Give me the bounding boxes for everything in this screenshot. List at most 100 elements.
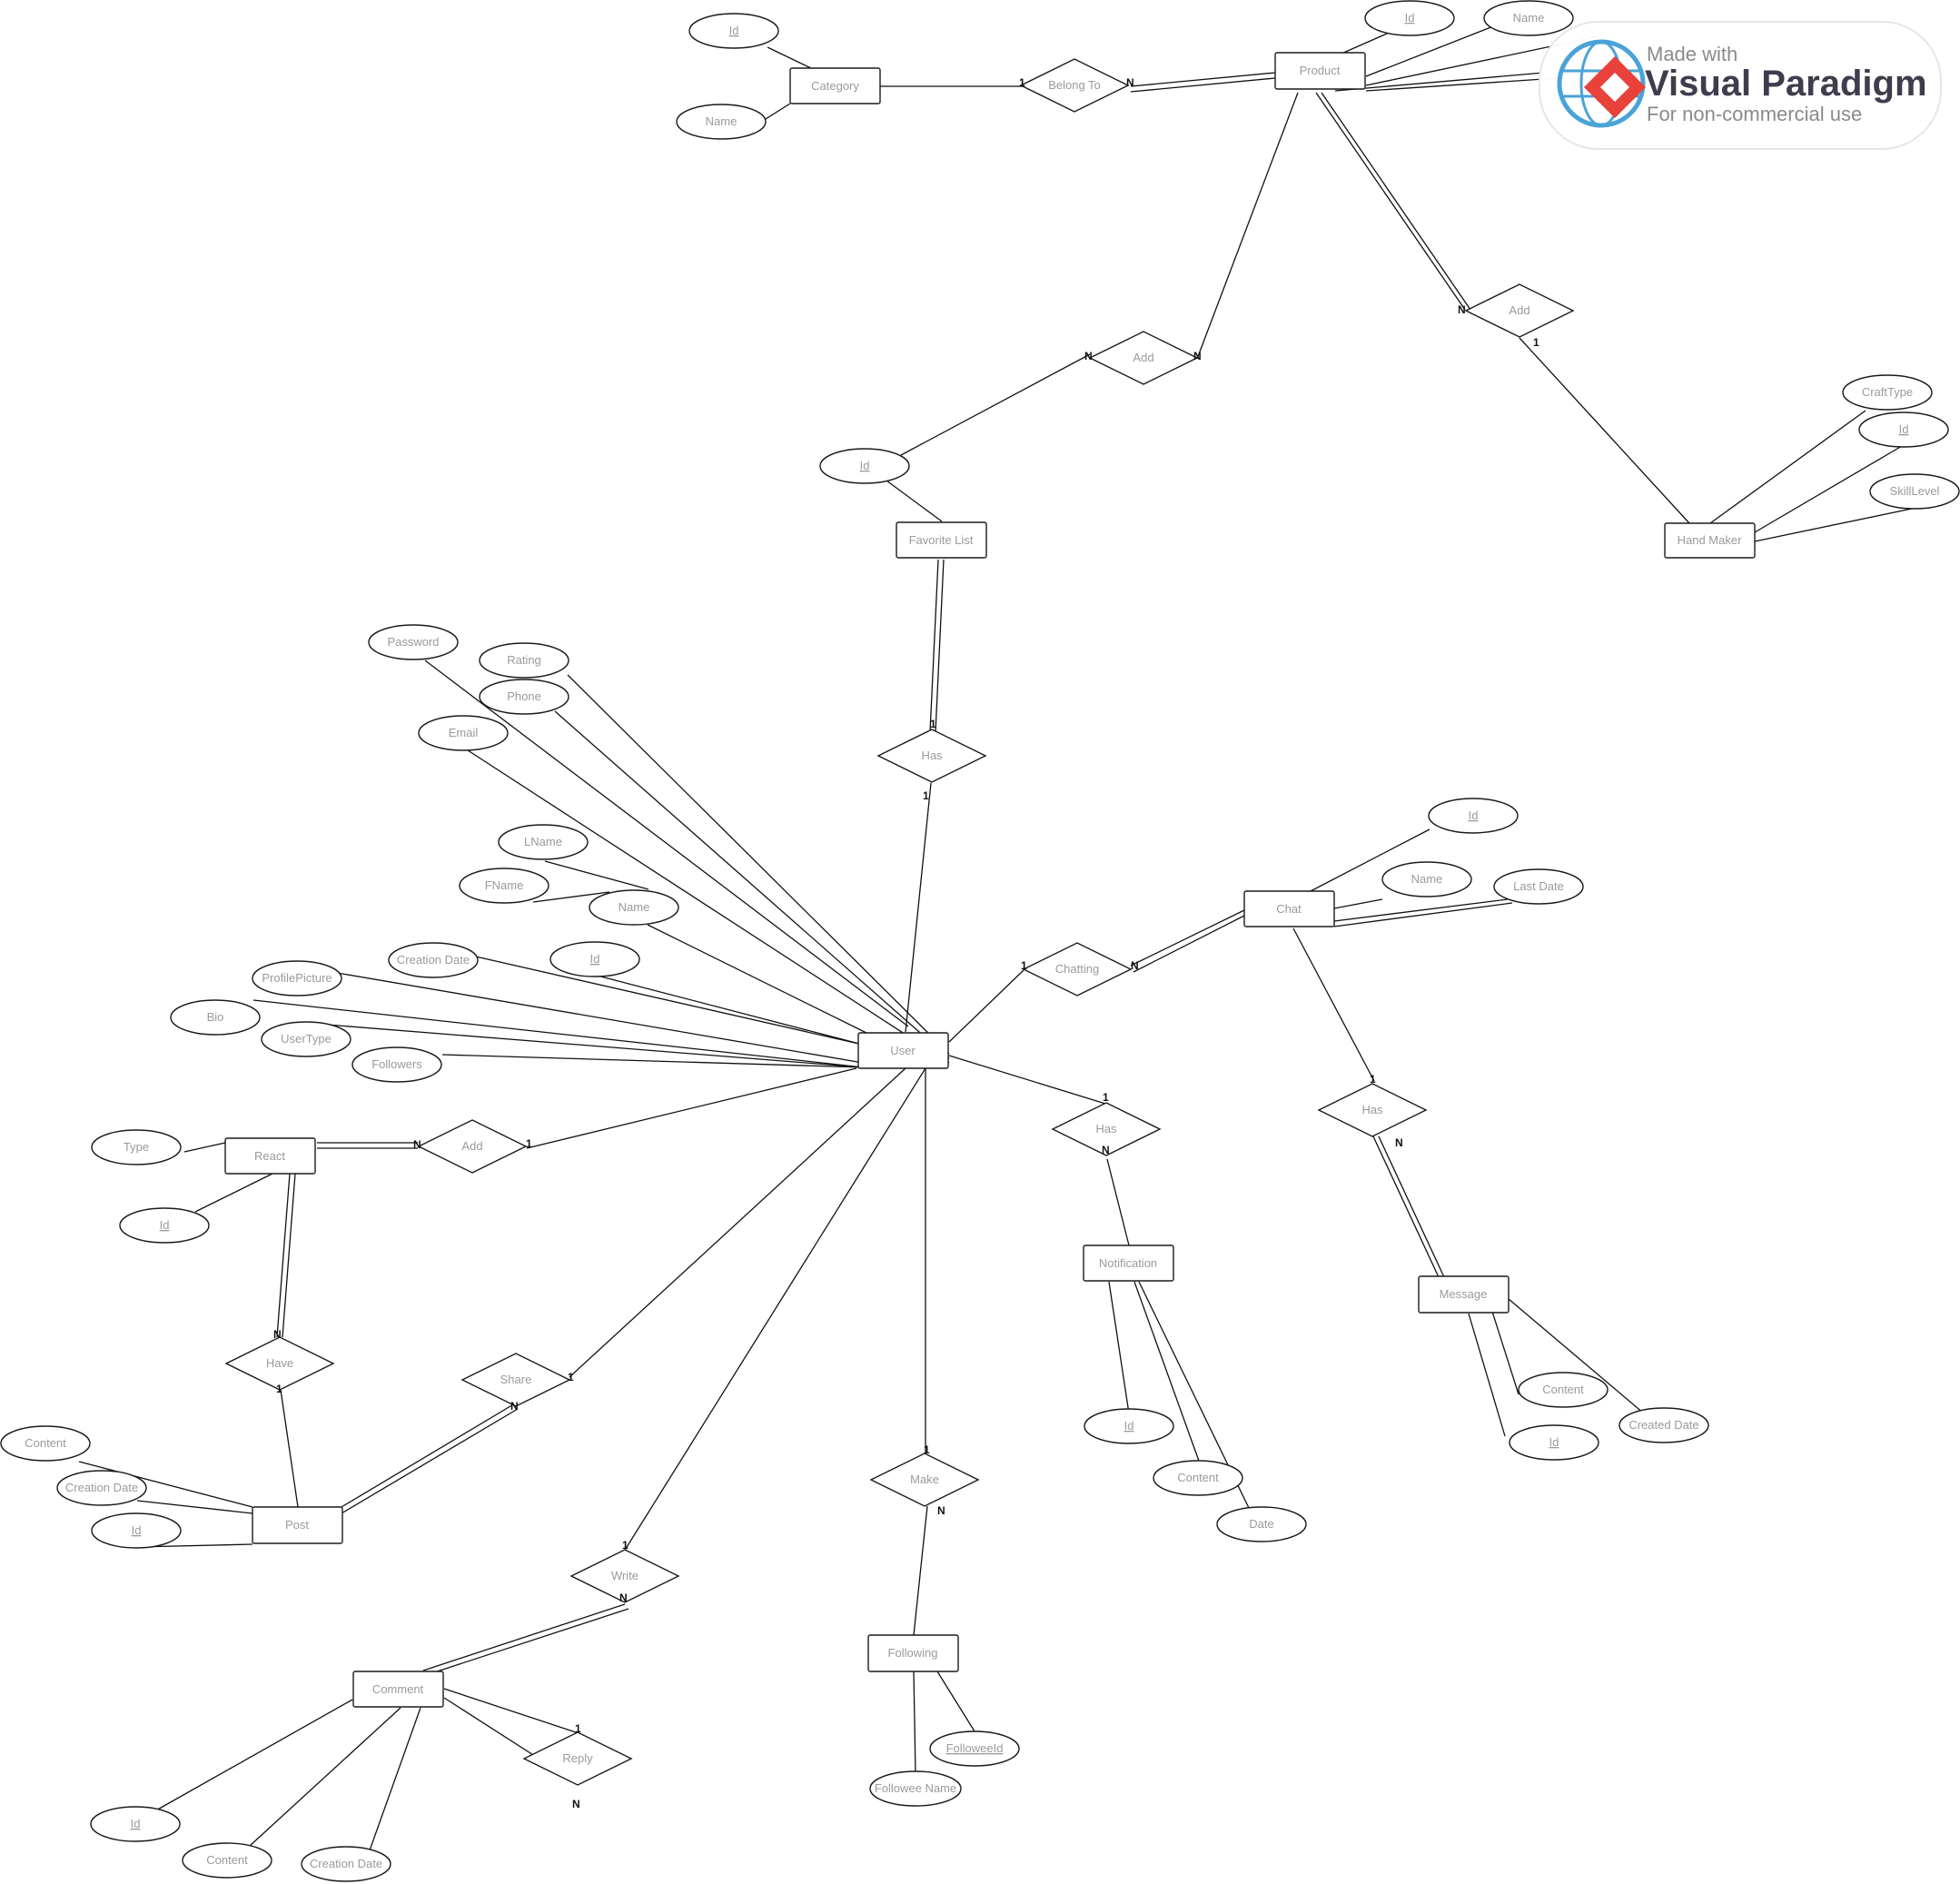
attribute-post-id[interactable]: Id xyxy=(91,1512,182,1549)
attribute-comment-id[interactable]: Id xyxy=(90,1806,181,1842)
svg-text:Add: Add xyxy=(1509,303,1529,317)
cardinality-label: N xyxy=(572,1798,580,1810)
relationship-share[interactable]: Share xyxy=(460,1353,571,1407)
attribute-handmaker-skilllevel[interactable]: SkillLevel xyxy=(1869,473,1960,510)
relationship-reply[interactable]: Reply xyxy=(522,1731,633,1786)
relationship-has-favorite[interactable]: Has xyxy=(876,729,987,783)
connector-lines xyxy=(78,23,1930,1851)
attribute-user-bio[interactable]: Bio xyxy=(170,999,261,1036)
svg-text:Content: Content xyxy=(206,1853,248,1867)
entity-react[interactable]: React xyxy=(224,1137,316,1175)
attribute-message-created-date[interactable]: Created Date xyxy=(1618,1407,1709,1443)
svg-text:Name: Name xyxy=(1513,11,1545,25)
svg-text:Category: Category xyxy=(811,79,859,93)
attribute-comment-content[interactable]: Content xyxy=(182,1842,272,1879)
attribute-favorite-id[interactable]: Id xyxy=(819,448,910,484)
svg-text:React: React xyxy=(254,1149,285,1163)
attribute-user-phone[interactable]: Phone xyxy=(479,679,569,715)
cardinality-label: 1 xyxy=(575,1722,581,1735)
attribute-user-creation-date[interactable]: Creation Date xyxy=(388,942,479,978)
svg-text:FName: FName xyxy=(485,878,524,892)
attribute-user-usertype[interactable]: UserType xyxy=(261,1021,351,1057)
attribute-following-followee-name[interactable]: Followee Name xyxy=(869,1770,962,1807)
svg-text:Add: Add xyxy=(461,1139,482,1153)
attribute-following-followeeid[interactable]: FolloweeId xyxy=(929,1730,1020,1767)
attribute-post-content[interactable]: Content xyxy=(0,1425,91,1462)
cardinality-label: N xyxy=(413,1138,421,1151)
svg-text:FolloweeId: FolloweeId xyxy=(946,1741,1004,1755)
svg-text:Id: Id xyxy=(729,24,739,37)
cardinality-label: N xyxy=(1131,959,1139,972)
cardinality-label: N xyxy=(1084,350,1093,362)
svg-text:Name: Name xyxy=(619,900,650,914)
attribute-chat-name[interactable]: Name xyxy=(1381,861,1472,897)
attribute-user-profilepicture[interactable]: ProfilePicture xyxy=(252,960,342,997)
attribute-user-rating[interactable]: Rating xyxy=(479,642,569,679)
relationship-add-favorite[interactable]: Add xyxy=(1088,331,1199,385)
attribute-product-id[interactable]: Id xyxy=(1364,0,1455,36)
relationship-write[interactable]: Write xyxy=(569,1549,680,1603)
cardinality-label: N xyxy=(1102,1144,1110,1156)
attribute-react-id[interactable]: Id xyxy=(119,1207,210,1244)
entity-comment[interactable]: Comment xyxy=(352,1671,444,1708)
svg-text:Name: Name xyxy=(706,114,737,128)
entity-product[interactable]: Product xyxy=(1274,52,1366,90)
svg-text:Notification: Notification xyxy=(1099,1256,1157,1270)
cardinality-labels: 1 N N 1 N N 1 1 1 N N 1 1 N 1 N N 1 1 N … xyxy=(273,76,1539,1810)
entity-user[interactable]: User xyxy=(857,1032,949,1069)
entity-hand-maker[interactable]: Hand Maker xyxy=(1664,522,1756,559)
attribute-handmaker-id[interactable]: Id xyxy=(1858,412,1949,448)
entity-chat[interactable]: Chat xyxy=(1243,890,1335,927)
svg-text:Name: Name xyxy=(1411,872,1443,886)
attribute-user-followers[interactable]: Followers xyxy=(351,1046,442,1083)
cardinality-label: 1 xyxy=(924,1443,930,1456)
attribute-message-id[interactable]: Id xyxy=(1509,1424,1599,1461)
cardinality-label: N xyxy=(1458,303,1466,316)
svg-text:Bio: Bio xyxy=(207,1010,224,1024)
attribute-message-content[interactable]: Content xyxy=(1518,1372,1609,1408)
attribute-user-name[interactable]: Name xyxy=(589,889,679,926)
entity-following[interactable]: Following xyxy=(867,1634,959,1672)
relationship-has-message[interactable]: Has xyxy=(1317,1083,1428,1137)
attribute-user-password[interactable]: Password xyxy=(368,624,459,660)
relationship-chatting[interactable]: Chatting xyxy=(1022,942,1133,997)
svg-text:CraftType: CraftType xyxy=(1862,385,1913,399)
cardinality-label: 1 xyxy=(1103,1091,1109,1104)
attribute-notification-id[interactable]: Id xyxy=(1084,1408,1174,1444)
attribute-category-name[interactable]: Name xyxy=(676,104,767,140)
attribute-category-id[interactable]: Id xyxy=(688,13,779,49)
entity-post[interactable]: Post xyxy=(252,1506,343,1544)
svg-text:Id: Id xyxy=(1469,808,1479,822)
attribute-react-type[interactable]: Type xyxy=(91,1129,182,1165)
attribute-product-name[interactable]: Name xyxy=(1483,0,1574,36)
entity-notification[interactable]: Notification xyxy=(1083,1244,1174,1282)
relationship-has-notification[interactable]: Has xyxy=(1051,1102,1162,1156)
attribute-notification-content[interactable]: Content xyxy=(1153,1460,1243,1496)
svg-text:Content: Content xyxy=(1542,1383,1584,1396)
relationship-have[interactable]: Have xyxy=(224,1336,335,1391)
cardinality-label: 1 xyxy=(1533,336,1539,349)
relationship-add-handmaker[interactable]: Add xyxy=(1464,283,1575,338)
visual-paradigm-logo-icon xyxy=(1557,39,1646,128)
attribute-user-id[interactable]: Id xyxy=(549,941,640,977)
relationship-add-react[interactable]: Add xyxy=(417,1119,528,1174)
svg-text:Reply: Reply xyxy=(562,1751,593,1765)
attribute-comment-creation-date[interactable]: Creation Date xyxy=(301,1846,391,1882)
attribute-user-lname[interactable]: LName xyxy=(498,824,589,860)
svg-text:Id: Id xyxy=(1405,11,1415,25)
attribute-post-creation-date[interactable]: Creation Date xyxy=(56,1470,147,1506)
relationship-make[interactable]: Make xyxy=(869,1453,980,1507)
attribute-notification-date[interactable]: Date xyxy=(1216,1506,1307,1542)
svg-text:Id: Id xyxy=(131,1817,141,1830)
attribute-handmaker-crafttype[interactable]: CraftType xyxy=(1842,374,1933,411)
entity-category[interactable]: Category xyxy=(789,67,881,104)
svg-text:ProfilePicture: ProfilePicture xyxy=(262,971,332,985)
attribute-chat-id[interactable]: Id xyxy=(1428,798,1519,834)
relationship-belong-to[interactable]: Belong To xyxy=(1019,58,1130,113)
attribute-user-email[interactable]: Email xyxy=(418,715,509,751)
entity-favorite-list[interactable]: Favorite List xyxy=(896,521,987,559)
attribute-chat-last-date[interactable]: Last Date xyxy=(1493,868,1584,905)
cardinality-label: N xyxy=(1395,1136,1403,1149)
attribute-user-fname[interactable]: FName xyxy=(459,868,549,904)
entity-message[interactable]: Message xyxy=(1418,1275,1510,1314)
